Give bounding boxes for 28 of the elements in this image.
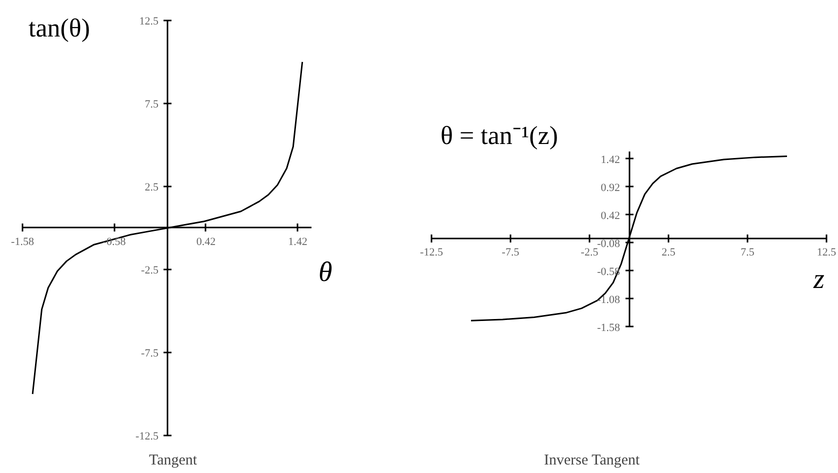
y-tick-label: 12.5 — [139, 15, 159, 28]
x-tick-label: -0.58 — [102, 236, 126, 248]
y-tick-label: -2.5 — [141, 264, 159, 276]
y-tick-label: 1.42 — [600, 154, 620, 166]
text: Inverse Tangent — [544, 452, 641, 468]
x-tick-label: -2.5 — [580, 246, 599, 258]
text: Tangent — [148, 452, 198, 468]
x-tick-label: 12.5 — [816, 246, 837, 258]
y-tick-label: 0.42 — [600, 210, 620, 222]
x-tick-label: 1.42 — [288, 236, 308, 248]
y-tick-label: -7.5 — [141, 348, 159, 360]
x-axis-title: z — [812, 264, 824, 295]
y-tick-label: -0.08 — [597, 238, 620, 250]
x-tick-label: 7.5 — [740, 246, 755, 258]
x-tick-label: 0.42 — [196, 236, 216, 248]
x-tick-label: -1.58 — [11, 236, 34, 248]
x-axis-title: θ — [318, 256, 332, 288]
y-tick-label: -1.58 — [597, 322, 620, 334]
y-axis-title: tan(θ) — [28, 13, 90, 42]
y-tick-label: -1.08 — [597, 294, 620, 306]
y-tick-label: 7.5 — [144, 98, 159, 110]
x-tick-label: 2.5 — [662, 246, 676, 258]
x-tick-label: -12.5 — [420, 246, 444, 258]
y-tick-label: 0.92 — [600, 182, 620, 194]
y-tick-label: 2.5 — [144, 181, 159, 194]
x-tick-label: -7.5 — [502, 246, 520, 258]
y-axis-title: θ = tan⁻¹(z) — [440, 121, 558, 150]
y-tick-label: -12.5 — [136, 430, 159, 443]
